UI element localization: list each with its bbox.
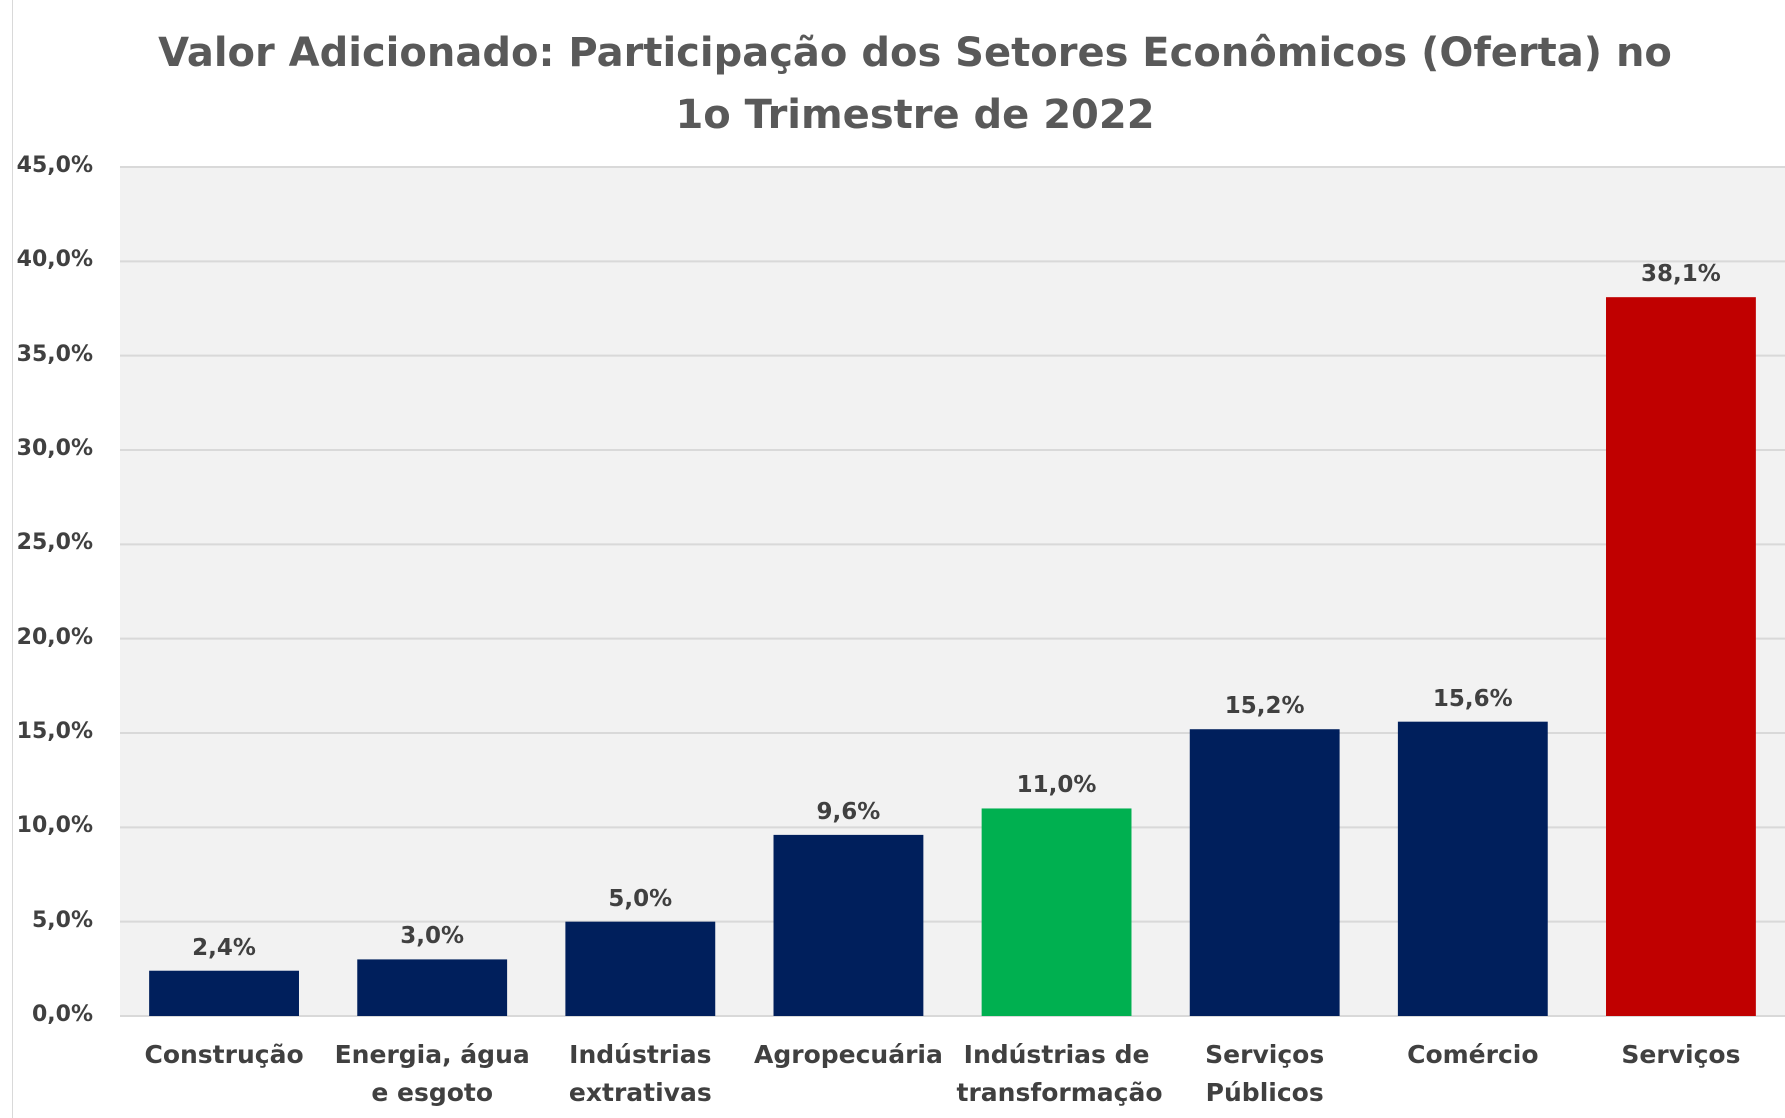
x-tick-label: Energia, água e esgoto bbox=[334, 1040, 530, 1107]
bar bbox=[565, 921, 716, 1016]
data-label: 9,6% bbox=[816, 798, 881, 825]
x-tick-label: Indústrias de transformação bbox=[956, 1040, 1163, 1107]
y-tick-label: 30,0% bbox=[16, 436, 93, 461]
data-label: 38,1% bbox=[1641, 261, 1721, 288]
x-tick-label: Indústrias extrativas bbox=[568, 1040, 712, 1107]
data-label: 11,0% bbox=[1016, 772, 1097, 799]
bar bbox=[773, 834, 924, 1016]
bar bbox=[1189, 729, 1340, 1016]
bar bbox=[1397, 721, 1548, 1016]
data-label: 15,6% bbox=[1432, 685, 1513, 712]
x-tick-label: Serviços Públicos bbox=[1205, 1040, 1325, 1107]
data-label: 5,0% bbox=[608, 885, 673, 912]
y-tick-label: 40,0% bbox=[16, 247, 93, 273]
data-label: 15,2% bbox=[1224, 693, 1305, 720]
data-label: 2,4% bbox=[192, 934, 256, 961]
y-tick-label: 0,0% bbox=[31, 1002, 93, 1027]
chart-title: Valor Adicionado: Participação dos Setor… bbox=[158, 30, 1672, 138]
y-tick-label: 20,0% bbox=[16, 624, 93, 650]
x-tick-label: Serviços bbox=[1621, 1040, 1741, 1069]
y-tick-label: 25,0% bbox=[16, 530, 93, 556]
y-tick-label: 5,0% bbox=[31, 907, 93, 933]
bar bbox=[149, 970, 299, 1016]
y-tick-label: 45,0% bbox=[16, 153, 93, 178]
chart-frame bbox=[12, 0, 1785, 1118]
y-tick-label: 10,0% bbox=[16, 813, 93, 839]
y-tick-label: 15,0% bbox=[16, 719, 93, 744]
x-tick-label: Agropecuária bbox=[754, 1040, 943, 1069]
bar bbox=[1606, 297, 1756, 1016]
x-tick-label: Comércio bbox=[1407, 1040, 1539, 1069]
bar bbox=[981, 808, 1132, 1016]
x-tick-label: Construção bbox=[144, 1040, 304, 1069]
data-label: 3,0% bbox=[400, 923, 465, 950]
y-tick-label: 35,0% bbox=[16, 341, 93, 367]
bar bbox=[357, 959, 508, 1016]
